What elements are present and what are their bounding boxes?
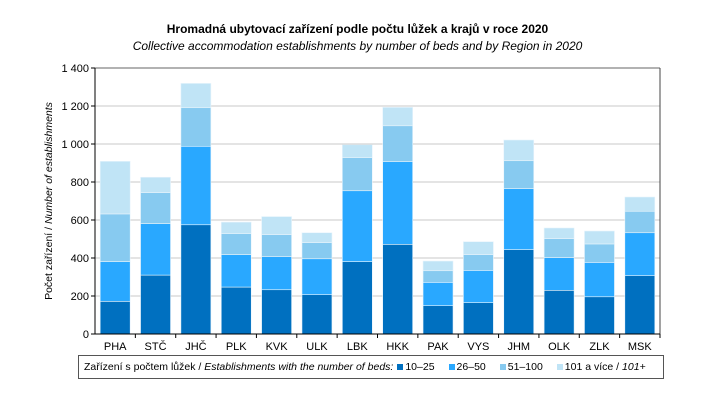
x-tick-label: PLK xyxy=(226,341,247,353)
bar-segment xyxy=(584,296,615,335)
y-tick-label: 0 xyxy=(83,329,89,341)
y-tick-label: 800 xyxy=(71,177,89,189)
legend-swatch xyxy=(499,364,506,370)
bar-segment xyxy=(422,270,454,283)
x-tick-label: PAK xyxy=(427,341,449,353)
legend-prefix-cs: Zařízení s počtem lůžek xyxy=(84,361,196,373)
bar-segment xyxy=(503,188,535,250)
bar-segment xyxy=(261,216,292,235)
legend-prefix-en: Establishments with the number of beds: xyxy=(204,361,394,373)
legend-label: 101+ xyxy=(622,361,646,373)
bar-segment xyxy=(503,249,535,335)
bar-segment xyxy=(301,294,333,335)
bar-segment xyxy=(180,83,212,109)
bar-segment xyxy=(382,125,413,162)
x-tick-label: VYS xyxy=(467,341,489,353)
legend: Zařízení s počtem lůžek / Establishments… xyxy=(78,355,664,379)
bar-segment xyxy=(543,227,575,239)
bar-segment xyxy=(624,210,656,234)
bar-segment xyxy=(342,157,373,192)
bar-segment xyxy=(261,234,292,257)
legend-sep: / xyxy=(616,361,620,373)
y-tick-label: 600 xyxy=(71,215,89,227)
bar-segment xyxy=(543,238,575,258)
legend-sep: / xyxy=(198,361,202,373)
bar-segment xyxy=(624,275,656,335)
bar-segment xyxy=(422,305,454,335)
bar-segment xyxy=(543,289,575,335)
bar-segment xyxy=(543,257,575,291)
bar-segment xyxy=(624,232,656,276)
legend-label: 51–100 xyxy=(507,361,543,373)
y-tick-label: 400 xyxy=(71,253,89,265)
x-tick-label: ULK xyxy=(306,341,328,353)
legend-swatch xyxy=(556,364,563,370)
bar-segment xyxy=(624,196,656,212)
bar-segment xyxy=(220,286,252,335)
x-tick-label: ZLK xyxy=(589,341,610,353)
bar-segment xyxy=(140,223,171,276)
x-tick-label: PHA xyxy=(104,341,127,353)
legend-swatch xyxy=(397,364,404,370)
bar-segment xyxy=(503,160,535,189)
bar-segment xyxy=(220,254,252,288)
legend-label: 10–25 xyxy=(405,361,435,373)
bar-segment xyxy=(422,282,454,306)
legend-label: 26–50 xyxy=(456,361,486,373)
bar-segment xyxy=(180,107,212,147)
legend-swatch xyxy=(448,364,455,370)
y-tick-label: 1 400 xyxy=(61,63,89,75)
bar-segment xyxy=(140,176,171,193)
y-tick-label: 1 200 xyxy=(61,101,89,113)
bar-segment xyxy=(463,241,494,255)
bar-segment xyxy=(463,302,494,335)
bar-segment xyxy=(342,144,373,158)
y-tick-label: 200 xyxy=(71,291,89,303)
bar-segment xyxy=(584,243,615,263)
bar-segment xyxy=(261,256,292,291)
bar-segment xyxy=(180,224,212,335)
bar-segment xyxy=(140,274,171,335)
bar-segment xyxy=(382,244,413,335)
bar-segment xyxy=(99,301,131,335)
bar-segment xyxy=(99,213,131,262)
x-tick-label: JHČ xyxy=(185,340,206,353)
bar-segment xyxy=(463,254,494,271)
bar-segment xyxy=(503,139,535,162)
bar-segment xyxy=(301,232,333,243)
bar-segment xyxy=(140,192,171,224)
chart-title: Hromadná ubytovací zařízení podle počtu … xyxy=(166,22,549,36)
bar-segment xyxy=(584,262,615,298)
bar-segment xyxy=(301,242,333,260)
bar-segment xyxy=(301,258,333,295)
bar-segment xyxy=(382,107,413,127)
y-tick-label: 1 000 xyxy=(61,139,89,151)
bar-segment xyxy=(342,190,373,262)
x-tick-label: MSK xyxy=(628,341,653,353)
bar-segment xyxy=(382,161,413,245)
bar-segment xyxy=(463,270,494,303)
bar-segment xyxy=(99,261,131,302)
bar-segment xyxy=(220,221,252,234)
bar-segment xyxy=(584,230,615,245)
x-tick-label: KVK xyxy=(266,341,289,353)
x-tick-label: OLK xyxy=(548,341,571,353)
y-axis-label: Počet zařízení / Number of establishment… xyxy=(43,101,55,300)
x-tick-label: LBK xyxy=(347,341,368,353)
bar-segment xyxy=(261,289,292,335)
bar-segment xyxy=(422,260,454,272)
x-tick-label: JHM xyxy=(507,341,530,353)
chart-subtitle: Collective accommodation establishments … xyxy=(132,39,583,53)
bar-segment xyxy=(180,145,212,226)
x-tick-label: STČ xyxy=(145,340,167,353)
x-tick-label: HKK xyxy=(386,341,409,353)
bar-segment xyxy=(99,160,131,215)
bar-segment xyxy=(342,261,373,335)
legend-label: 101 a více xyxy=(564,361,614,373)
bar-segment xyxy=(220,233,252,255)
